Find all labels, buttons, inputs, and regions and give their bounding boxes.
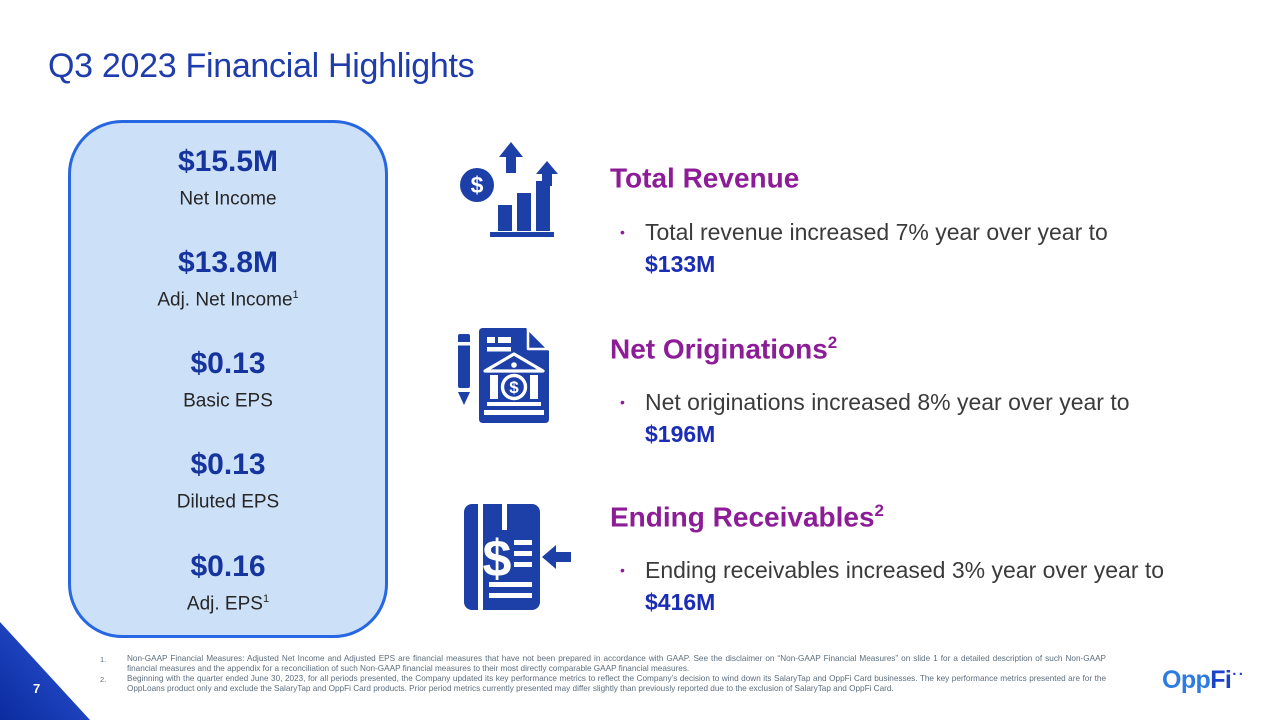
bullet-text: Ending receivables increased 3% year ove…	[645, 554, 1260, 618]
logo-dots: ··	[1232, 666, 1246, 683]
footnote-1: 1. Non-GAAP Financial Measures: Adjusted…	[100, 654, 1106, 674]
logo-text-fi: Fi	[1210, 666, 1232, 694]
footnotes: 1. Non-GAAP Financial Measures: Adjusted…	[100, 654, 1106, 694]
bullet-net-originations: • Net originations increased 8% year ove…	[620, 386, 1260, 450]
bullet-icon: •	[620, 394, 625, 410]
metric-value: $13.8M	[177, 246, 279, 280]
slide-title: Q3 2023 Financial Highlights	[48, 47, 475, 85]
metric-label: Net Income	[179, 188, 277, 210]
metric-label: Adj. Net Income1	[157, 289, 299, 311]
metric-label: Basic EPS	[183, 390, 273, 412]
section-heading-ending-receivables: Ending Receivables2	[610, 501, 885, 533]
footnote-2: 2. Beginning with the quarter ended June…	[100, 674, 1106, 694]
svg-text:$: $	[509, 378, 519, 397]
metric-label: Adj. EPS1	[186, 592, 270, 614]
metric-adj-net-income: $13.8M Adj. Net Income1	[79, 246, 377, 313]
metric-value: $15.5M	[177, 145, 279, 178]
metric-label: Diluted EPS	[176, 491, 280, 513]
bullet-text: Net originations increased 8% year over …	[645, 386, 1260, 450]
bullet-icon: •	[620, 224, 625, 240]
footnote-marker: 1.	[100, 655, 107, 664]
svg-text:$: $	[471, 172, 484, 198]
metric-diluted-eps: $0.13 Diluted EPS	[79, 448, 377, 515]
footnote-text: Non-GAAP Financial Measures: Adjusted Ne…	[127, 654, 1106, 673]
metric-basic-eps: $0.13 Basic EPS	[79, 347, 377, 414]
footnote-marker: 2.	[100, 674, 107, 684]
page-number: 7	[33, 681, 41, 696]
metric-value: $0.16	[190, 549, 266, 583]
section-heading-total-revenue: Total Revenue	[610, 162, 800, 194]
bullet-text: Total revenue increased 7% year over yea…	[645, 216, 1260, 280]
metric-adj-eps: $0.16 Adj. EPS1	[79, 550, 377, 617]
svg-text:$: $	[483, 530, 512, 588]
bullet-value: $133M	[645, 251, 716, 277]
revenue-growth-chart-icon: $	[456, 142, 566, 245]
footnote-text: Beginning with the quarter ended June 30…	[127, 673, 1106, 693]
metrics-panel: $15.5M Net Income $13.8M Adj. Net Income…	[68, 120, 388, 638]
corner-triangle-shape	[0, 622, 90, 720]
logo-text-opp: Opp	[1162, 666, 1211, 694]
bullet-value: $196M	[645, 421, 716, 447]
bullet-value: $416M	[645, 589, 716, 615]
loan-origination-document-icon: $	[452, 320, 562, 435]
bullet-ending-receivables: • Ending receivables increased 3% year o…	[620, 554, 1260, 618]
section-heading-net-originations: Net Originations2	[610, 333, 838, 365]
oppfi-logo: OppFi··	[1162, 666, 1245, 695]
receivables-ledger-icon: $	[458, 502, 572, 617]
bullet-icon: •	[620, 562, 625, 578]
metric-net-income: $15.5M Net Income	[79, 145, 377, 212]
bullet-total-revenue: • Total revenue increased 7% year over y…	[620, 216, 1260, 280]
metric-value: $0.13	[190, 448, 266, 482]
metric-value: $0.13	[190, 347, 266, 381]
